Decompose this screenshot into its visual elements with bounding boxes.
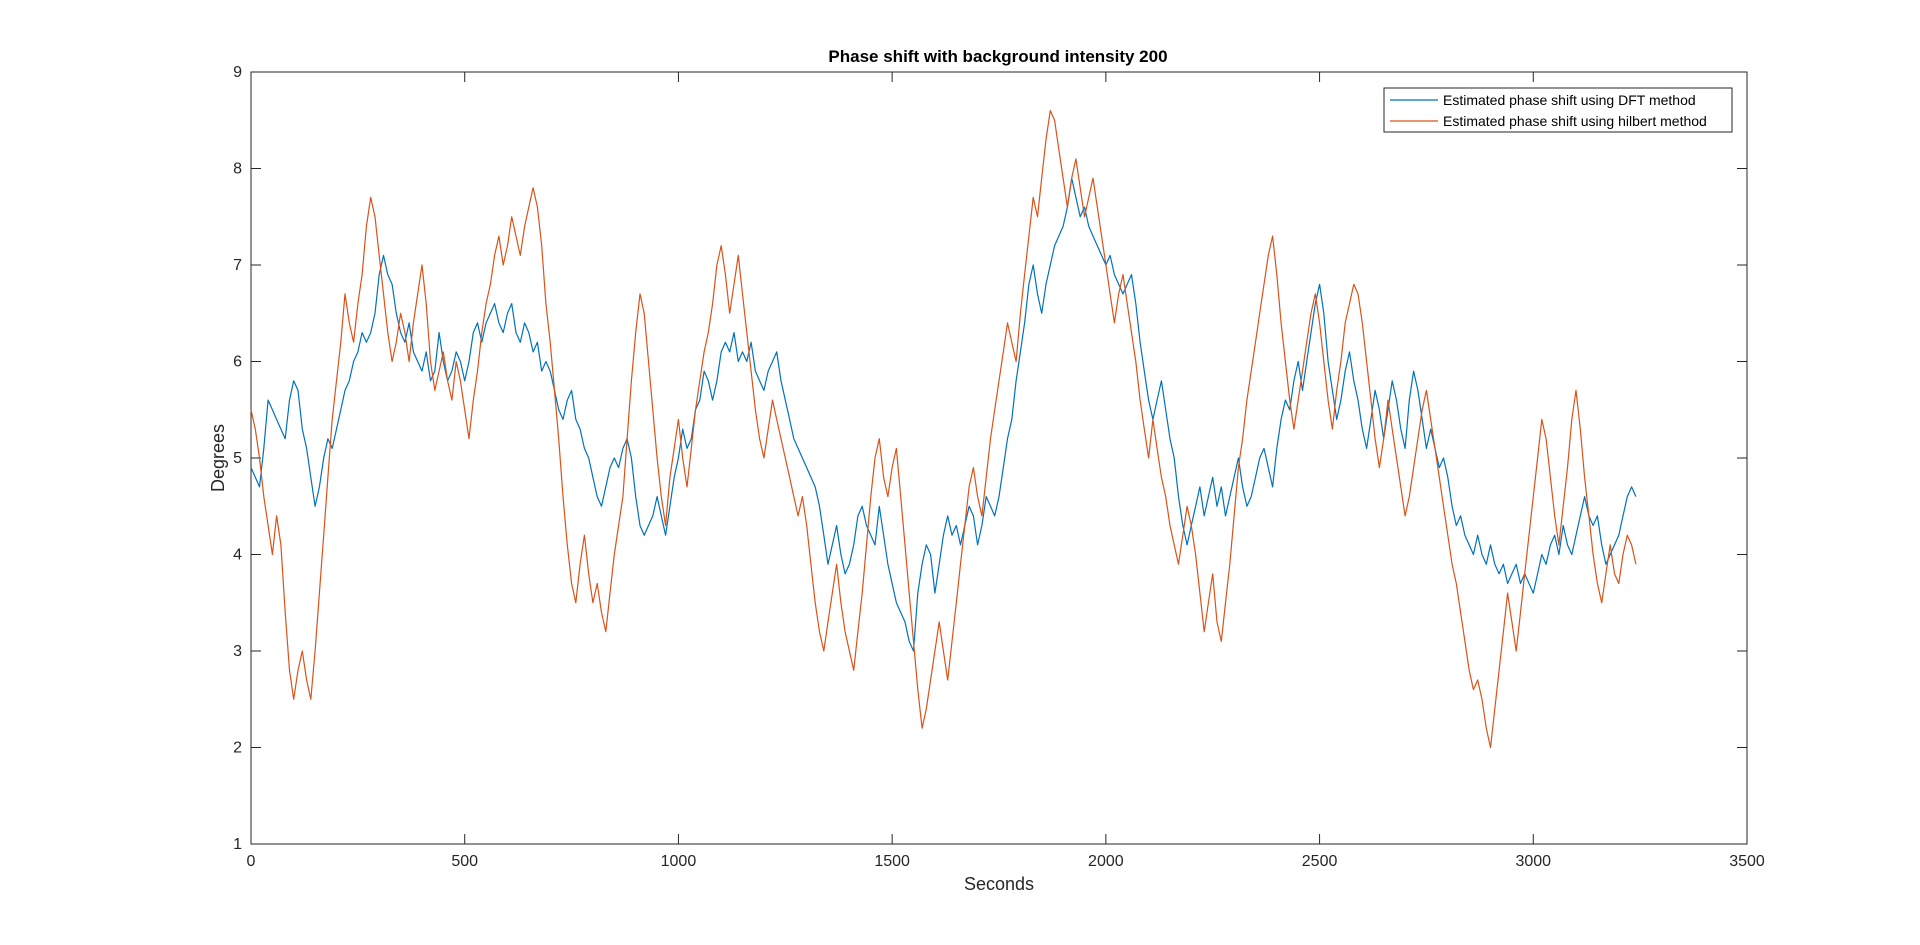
y-tick-label: 9 — [233, 64, 242, 81]
axis-ticks: 0 500 1000 1500 2000 2500 3000 3500 1 2 3 4 5 6 7 8 9 — [233, 64, 1765, 870]
legend: Estimated phase shift using DFT method E… — [1383, 87, 1733, 133]
legend-box — [1383, 87, 1733, 133]
y-tick-label: 2 — [233, 740, 242, 757]
x-tick-label: 2500 — [1302, 853, 1338, 870]
x-axis-label: Seconds — [964, 874, 1034, 894]
x-tick-label: 3000 — [1515, 853, 1551, 870]
y-tick-label: 7 — [233, 257, 242, 274]
y-tick-label: 1 — [233, 836, 242, 853]
x-tick-label: 3500 — [1729, 853, 1765, 870]
series-layer — [250, 110, 1637, 749]
x-tick-label: 0 — [247, 853, 256, 870]
y-tick-label: 4 — [233, 547, 242, 564]
plot-area — [250, 71, 1748, 845]
y-axis-label: Degrees — [208, 424, 228, 492]
x-tick-label: 500 — [451, 853, 478, 870]
legend-entry-hilbert: Estimated phase shift using hilbert meth… — [1443, 113, 1707, 129]
y-tick-label: 5 — [233, 450, 242, 467]
x-tick-label: 1500 — [874, 853, 910, 870]
x-tick-label: 2000 — [1088, 853, 1124, 870]
y-tick-label: 6 — [233, 354, 242, 371]
y-tick-label: 3 — [233, 643, 242, 660]
chart-title: Phase shift with background intensity 20… — [828, 47, 1167, 66]
x-tick-label: 1000 — [661, 853, 697, 870]
series-line-dft — [250, 177, 1637, 652]
legend-entry-dft: Estimated phase shift using DFT method — [1443, 92, 1696, 108]
series-line-hilbert — [250, 110, 1637, 749]
y-tick-label: 8 — [233, 161, 242, 178]
